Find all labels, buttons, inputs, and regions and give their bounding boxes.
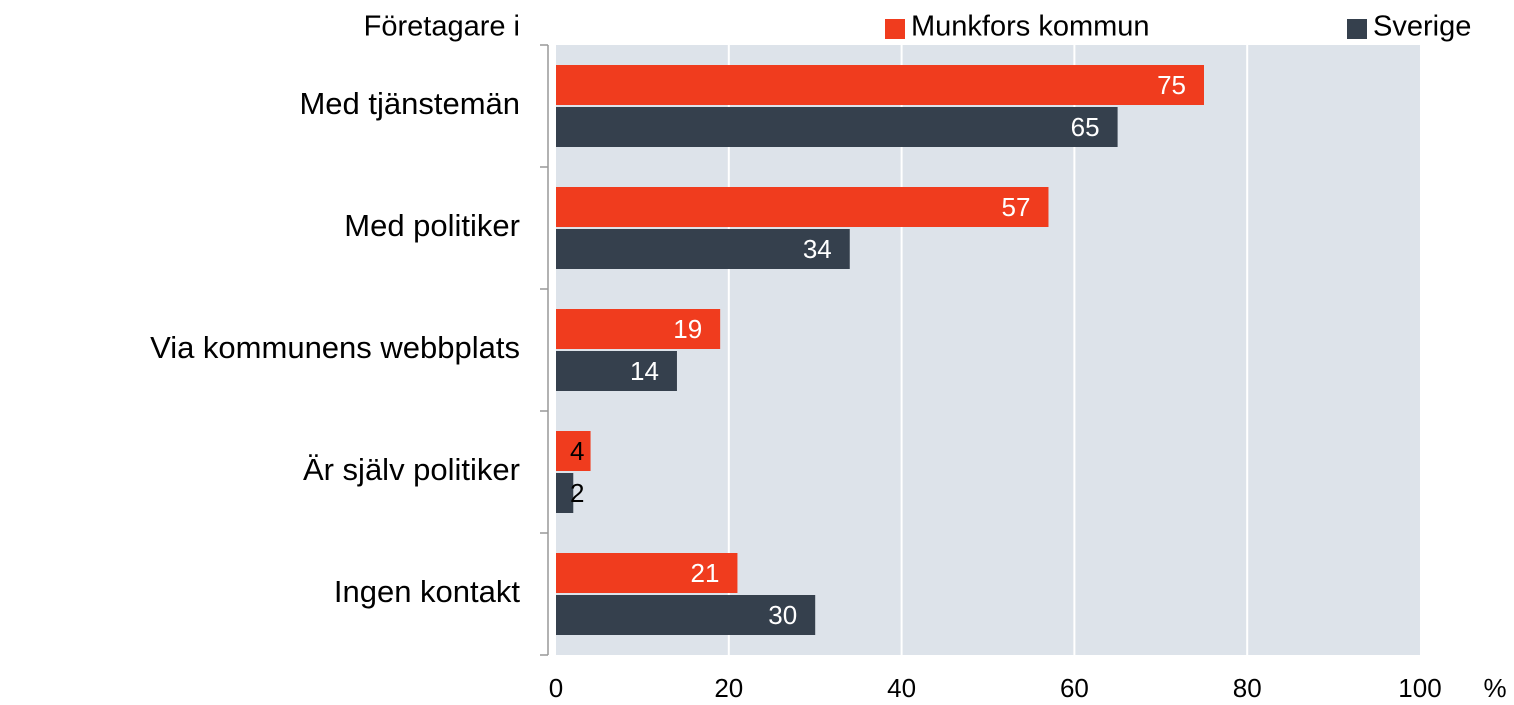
x-tick-label: 80: [1233, 673, 1262, 703]
legend-label: Munkfors kommun: [911, 11, 1150, 43]
category-label: Med tjänstemän: [299, 86, 520, 121]
x-tick-label: 60: [1060, 673, 1089, 703]
data-label: 21: [691, 558, 720, 588]
bar: [556, 229, 850, 269]
data-label: 14: [630, 356, 659, 386]
data-label: 57: [1002, 192, 1031, 222]
data-label: 65: [1071, 112, 1100, 142]
data-label: 30: [768, 600, 797, 630]
bar: [556, 473, 574, 513]
legend-label: Sverige: [1373, 11, 1471, 43]
x-axis-label: %: [1483, 673, 1506, 703]
bar: [556, 431, 591, 471]
x-tick-label: 100: [1398, 673, 1441, 703]
bar: [556, 65, 1204, 105]
x-tick-label: 0: [549, 673, 563, 703]
category-label: Med politiker: [344, 208, 520, 243]
x-tick-label: 20: [714, 673, 743, 703]
category-label: Ingen kontakt: [334, 574, 521, 609]
bar: [556, 351, 677, 391]
bar: [556, 187, 1049, 227]
category-label: Via kommunens webbplats: [150, 330, 520, 365]
data-label: 19: [673, 314, 702, 344]
data-label: 34: [803, 234, 832, 264]
bar: [556, 309, 721, 349]
category-label: Är själv politiker: [303, 452, 520, 487]
legend-swatch: [885, 19, 905, 39]
x-tick-label: 40: [887, 673, 916, 703]
data-label: 2: [570, 478, 584, 508]
bar: [556, 553, 738, 593]
legend-swatch: [1347, 19, 1367, 39]
data-label: 4: [570, 436, 584, 466]
data-label: 75: [1157, 70, 1186, 100]
legend-title: Företagare i: [364, 11, 520, 43]
bar: [556, 107, 1118, 147]
bar: [556, 595, 816, 635]
